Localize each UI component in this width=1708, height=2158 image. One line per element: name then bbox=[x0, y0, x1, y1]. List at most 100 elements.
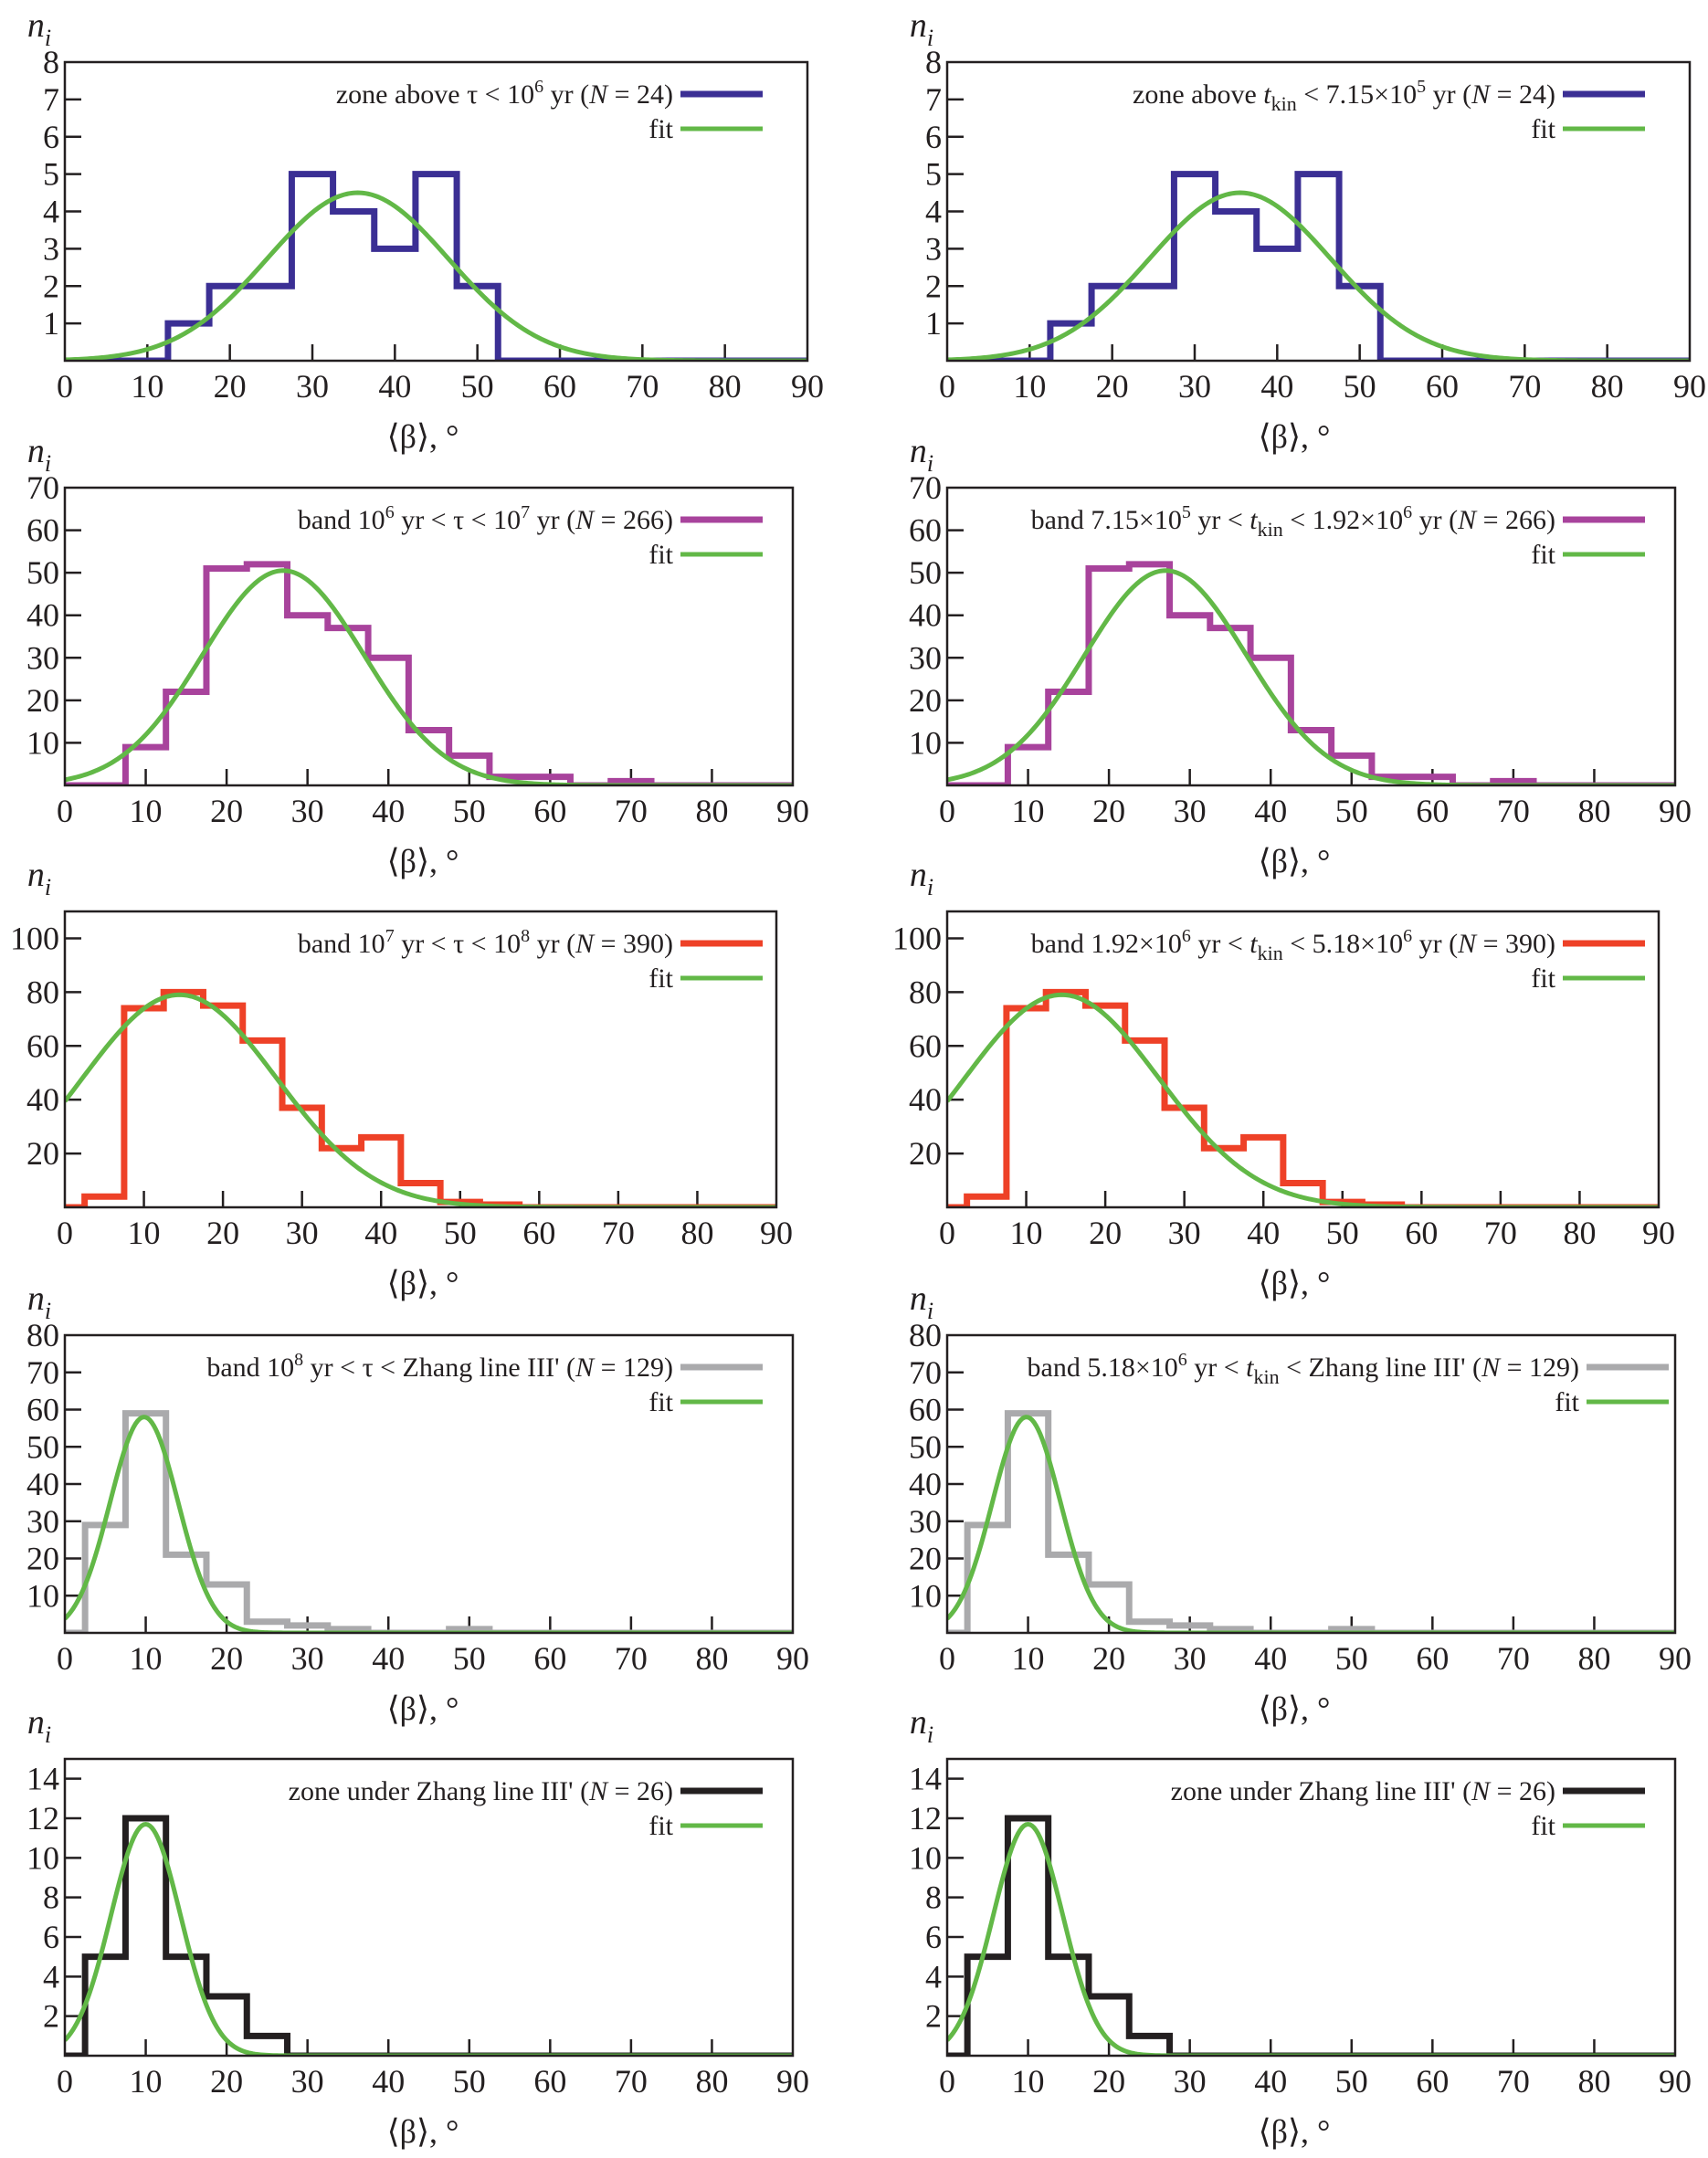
legend-label-part: N bbox=[588, 1776, 609, 1806]
x-tick-label: 50 bbox=[1335, 793, 1368, 829]
legend-label-part: = 129) bbox=[594, 1353, 673, 1383]
x-tick-label: 40 bbox=[1247, 1215, 1280, 1251]
x-tick-label: 50 bbox=[1326, 1215, 1359, 1251]
legend-label-part: = 266) bbox=[1476, 505, 1555, 535]
histogram-series bbox=[947, 1410, 1675, 1633]
x-tick-label: 90 bbox=[1659, 793, 1692, 829]
plot-area bbox=[65, 171, 807, 361]
legend-label-part: N bbox=[575, 929, 596, 959]
legend-label-data: band 108 yr < τ < Zhang line III' (N = 1… bbox=[206, 1350, 673, 1383]
y-axis-title: ni bbox=[910, 1703, 933, 1748]
legend-label-part: kin bbox=[1254, 1365, 1280, 1388]
x-axis-title: ⟨β⟩, ° bbox=[1259, 2113, 1331, 2150]
histogram-series bbox=[65, 171, 807, 361]
histogram-series bbox=[65, 561, 793, 785]
legend-label-part: < Zhang line III' ( bbox=[1280, 1353, 1481, 1383]
panel-right-3: ni 0 10 20 30 40 50 60 70 80 90 20 40 60 80 100 ⟨β⟩, ° ba… bbox=[892, 856, 1675, 1301]
x-tick-label: 60 bbox=[533, 793, 566, 829]
plot-area bbox=[947, 171, 1690, 361]
x-tick-label: 80 bbox=[1591, 368, 1624, 405]
legend-label-part: N bbox=[1471, 1776, 1492, 1806]
legend-label-part: yr ( bbox=[530, 929, 575, 959]
y-tick-label: 20 bbox=[26, 682, 59, 719]
plot-area bbox=[65, 988, 776, 1207]
y-tick-label: 50 bbox=[909, 1428, 942, 1465]
fit-curve bbox=[947, 1821, 1675, 2056]
x-tick-label: 60 bbox=[533, 1640, 566, 1677]
x-tick-label: 10 bbox=[130, 793, 163, 829]
legend-label-part: band 5.18×10 bbox=[1028, 1353, 1178, 1383]
x-tick-label: 0 bbox=[57, 368, 73, 405]
y-tick-label: 4 bbox=[925, 1958, 942, 1995]
x-tick-label: 90 bbox=[776, 2063, 809, 2100]
y-tick-label: 80 bbox=[26, 1317, 59, 1353]
legend-label-data: band 7.15×105 yr < tkin < 1.92×106 yr (N… bbox=[1031, 502, 1555, 541]
x-tick-label: 0 bbox=[57, 1640, 73, 1677]
legend-label-part: kin bbox=[1271, 92, 1297, 115]
y-tick-label: 8 bbox=[43, 1879, 59, 1916]
y-tick-label: 1 bbox=[43, 305, 59, 342]
y-tick-label: 40 bbox=[26, 1466, 59, 1502]
y-tick-label: 60 bbox=[909, 512, 942, 549]
y-tick-label: 40 bbox=[909, 597, 942, 634]
x-tick-label: 90 bbox=[776, 793, 809, 829]
legend-label-fit: fit bbox=[1531, 1811, 1555, 1841]
y-tick-label: 8 bbox=[43, 44, 59, 80]
x-tick-label: 50 bbox=[1344, 368, 1376, 405]
x-tick-label: 0 bbox=[939, 2063, 955, 2100]
legend-label-fit: fit bbox=[648, 114, 673, 144]
x-tick-label: 60 bbox=[1416, 1640, 1449, 1677]
legend-label-part: yr ( bbox=[530, 505, 575, 535]
x-tick-label: 30 bbox=[296, 368, 329, 405]
y-axis-title-subscript: i bbox=[927, 450, 933, 477]
x-tick-label: 20 bbox=[1089, 1215, 1122, 1251]
x-axis-title: ⟨β⟩, ° bbox=[387, 2113, 459, 2150]
x-tick-label: 40 bbox=[372, 793, 405, 829]
fit-curve bbox=[65, 1415, 793, 1633]
plot-frame bbox=[945, 60, 1692, 363]
histogram-series bbox=[65, 1815, 793, 2056]
x-tick-label: 80 bbox=[695, 793, 728, 829]
x-tick-label: 50 bbox=[461, 368, 494, 405]
y-tick-label: 30 bbox=[26, 1503, 59, 1540]
x-tick-label: 90 bbox=[791, 368, 824, 405]
y-tick-label: 40 bbox=[909, 1466, 942, 1502]
plot-frame bbox=[63, 486, 795, 787]
legend-label-part: 6 bbox=[1178, 1350, 1187, 1370]
y-tick-label: 7 bbox=[43, 81, 59, 118]
plot-area bbox=[65, 1410, 793, 1633]
x-tick-label: 10 bbox=[131, 368, 163, 405]
legend-label-part: band 10 bbox=[298, 929, 385, 959]
panel-right-2: ni0 10 20 30 40 50 60 70 80 9010203040506070⟨β⟩, … bbox=[909, 432, 1692, 879]
legend-label-data: band 107 yr < τ < 108 yr (N = 390) bbox=[298, 926, 673, 959]
legend-label-part: N bbox=[1481, 1353, 1502, 1383]
y-tick-label: 60 bbox=[909, 1027, 942, 1064]
panel-left-3: ni 0 10 20 30 40 50 60 70 80 90 20 40 60 80 100 ⟨β⟩, ° ba… bbox=[10, 856, 793, 1301]
x-tick-label: 70 bbox=[1508, 368, 1541, 405]
legend-label-part: 6 bbox=[534, 77, 543, 97]
x-tick-label: 20 bbox=[210, 1640, 243, 1677]
y-tick-label: 30 bbox=[909, 639, 942, 676]
y-tick-label: 20 bbox=[909, 1541, 942, 1577]
x-tick-label: 60 bbox=[522, 1215, 555, 1251]
x-tick-label: 0 bbox=[57, 2063, 73, 2100]
legend-label-data: zone above τ < 106 yr (N = 24) bbox=[336, 77, 673, 110]
legend-label-fit: fit bbox=[1531, 114, 1555, 144]
y-axis-title-subscript: i bbox=[927, 874, 933, 900]
panel-left-2: ni0 10 20 30 40 50 60 70 80 9010203040506070⟨β⟩, … bbox=[26, 432, 809, 879]
histogram-series bbox=[65, 988, 776, 1207]
y-tick-label: 40 bbox=[909, 1081, 942, 1118]
legend-label-part: band 10 bbox=[298, 505, 385, 535]
fit-curve bbox=[65, 190, 807, 361]
legend-label-data: band 5.18×106 yr < tkin < Zhang line III… bbox=[1028, 1350, 1579, 1388]
x-tick-label: 70 bbox=[1497, 793, 1530, 829]
x-tick-label: 40 bbox=[364, 1215, 397, 1251]
x-tick-label: 0 bbox=[57, 793, 73, 829]
legend-label-part: N bbox=[575, 505, 596, 535]
x-tick-label: 60 bbox=[533, 2063, 566, 2100]
histogram-series bbox=[947, 171, 1690, 361]
x-tick-label: 30 bbox=[1168, 1215, 1201, 1251]
legend-label-fit: fit bbox=[1555, 1387, 1579, 1417]
